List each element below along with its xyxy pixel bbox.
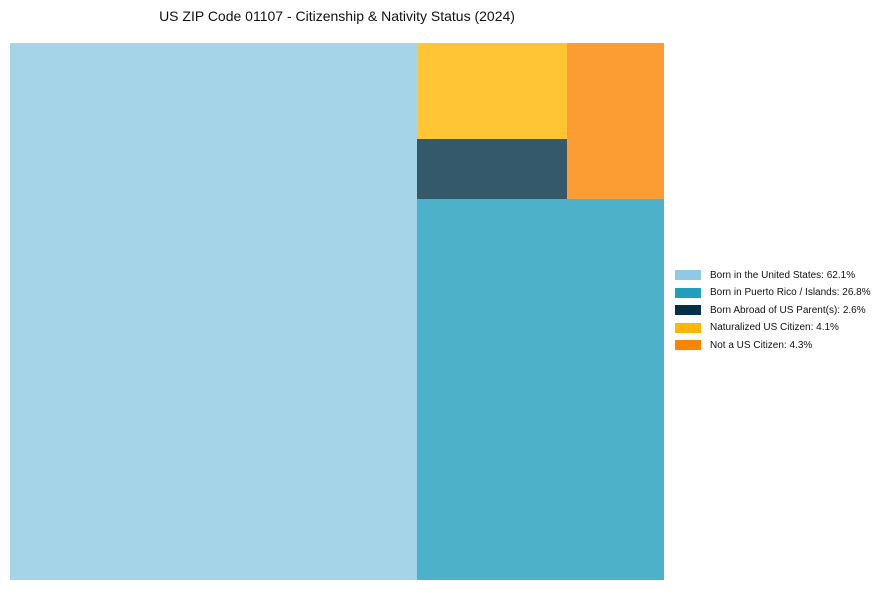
legend-swatch [675, 340, 701, 350]
treemap-tile-born-in-the-united-states [10, 43, 417, 580]
legend: Born in the United States: 62.1% Born in … [675, 268, 871, 356]
legend-item: Not a US Citizen: 4.3% [675, 338, 871, 352]
treemap-tile-not-a-us-citizen [567, 43, 664, 200]
legend-label: Born in Puerto Rico / Islands: 26.8% [710, 287, 871, 298]
legend-label: Born in the United States: 62.1% [710, 269, 856, 281]
treemap-tile-born-abroad-of-us-parent-s [416, 138, 568, 200]
chart-title: US ZIP Code 01107 - Citizenship & Nativi… [159, 8, 515, 24]
legend-label: Born Abroad of US Parent(s): 2.6% [710, 304, 866, 316]
legend-label: Naturalized US Citizen: 4.1% [710, 322, 839, 333]
legend-swatch [675, 270, 701, 280]
legend-swatch [675, 305, 701, 315]
legend-item: Born Abroad of US Parent(s): 2.6% [675, 303, 871, 317]
treemap-plot-area [10, 43, 664, 580]
treemap-tile-born-in-puerto-rico-islands [416, 199, 664, 580]
legend-swatch [675, 322, 701, 333]
legend-swatch [675, 287, 701, 298]
legend-label: Not a US Citizen: 4.3% [710, 339, 813, 351]
legend-item: Naturalized US Citizen: 4.1% [675, 321, 871, 335]
legend-item: Born in Puerto Rico / Islands: 26.8% [675, 286, 871, 300]
legend-item: Born in the United States: 62.1% [675, 268, 871, 282]
treemap-tile-naturalized-us-citizen [416, 43, 568, 139]
